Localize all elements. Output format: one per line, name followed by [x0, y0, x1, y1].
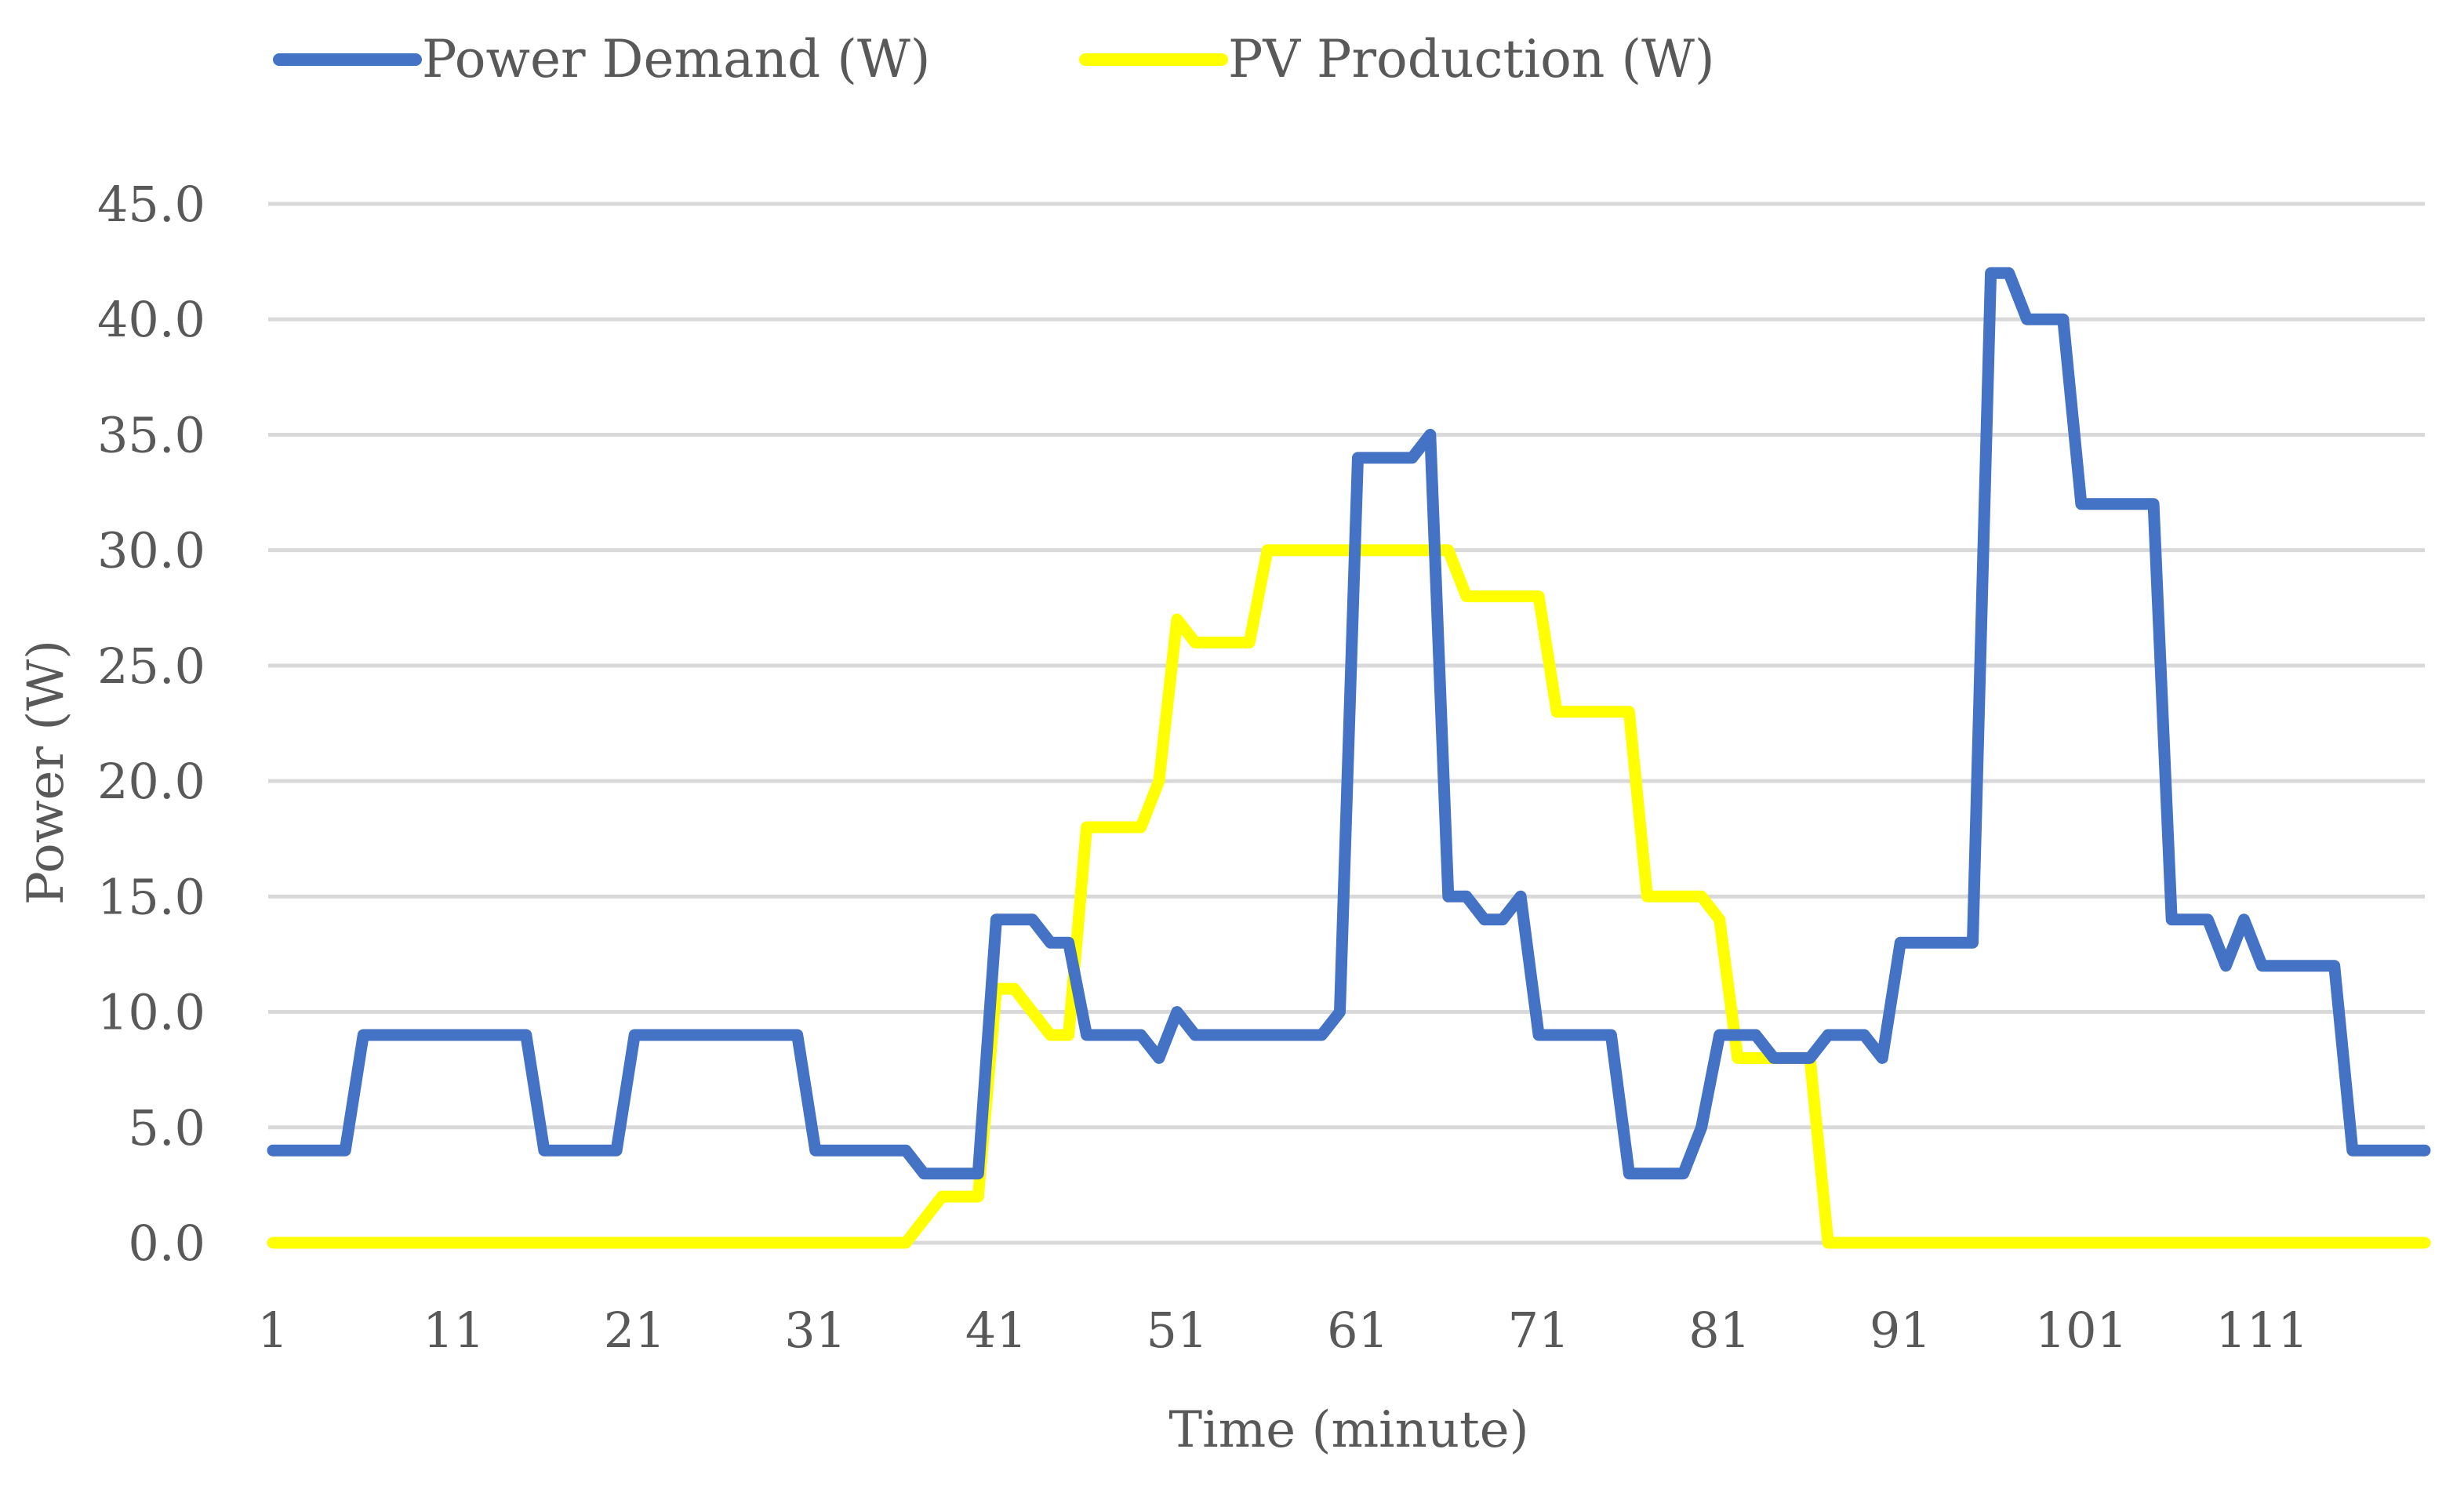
x-axis-title: Time (minute) — [1168, 1401, 1528, 1459]
series-lines — [267, 267, 2431, 1249]
x-tick-label: 1 — [257, 1302, 288, 1359]
x-tick-label: 81 — [1688, 1302, 1750, 1359]
series-line-pv-production — [267, 544, 2431, 1249]
x-tick-label: 31 — [784, 1302, 846, 1359]
y-tick-label: 35.0 — [97, 406, 205, 463]
y-tick-label: 15.0 — [97, 868, 205, 925]
x-tick-label: 71 — [1508, 1302, 1570, 1359]
legend-label-pv-production: PV Production (W) — [1228, 29, 1715, 89]
y-tick-label: 40.0 — [97, 291, 205, 348]
y-tick-label: 0.0 — [128, 1215, 205, 1272]
x-tick-label: 101 — [2035, 1302, 2128, 1359]
series-line-power-demand — [267, 267, 2431, 1180]
y-axis-title: Power (W) — [17, 640, 75, 905]
x-tick-label: 91 — [1870, 1302, 1932, 1359]
legend: Power Demand (W) PV Production (W) — [273, 29, 1715, 89]
x-tick-label: 21 — [604, 1302, 666, 1359]
y-tick-label: 25.0 — [97, 637, 205, 695]
x-tick-label: 111 — [2215, 1302, 2308, 1359]
y-tick-label: 45.0 — [97, 176, 205, 233]
x-axis-ticks: 1 11 21 31 41 51 61 71 81 91 101 111 — [257, 1302, 2308, 1359]
y-tick-label: 10.0 — [97, 984, 205, 1041]
y-tick-label: 20.0 — [97, 753, 205, 810]
y-tick-label: 30.0 — [97, 522, 205, 579]
y-axis-ticks: 0.0 5.0 10.0 15.0 20.0 25.0 30.0 35.0 40.0 45.0 — [97, 176, 205, 1272]
x-tick-label: 41 — [965, 1302, 1027, 1359]
y-tick-label: 5.0 — [128, 1099, 205, 1157]
legend-label-power-demand: Power Demand (W) — [422, 29, 931, 89]
x-tick-label: 51 — [1146, 1302, 1208, 1359]
x-tick-label: 61 — [1327, 1302, 1389, 1359]
x-tick-label: 11 — [423, 1302, 485, 1359]
